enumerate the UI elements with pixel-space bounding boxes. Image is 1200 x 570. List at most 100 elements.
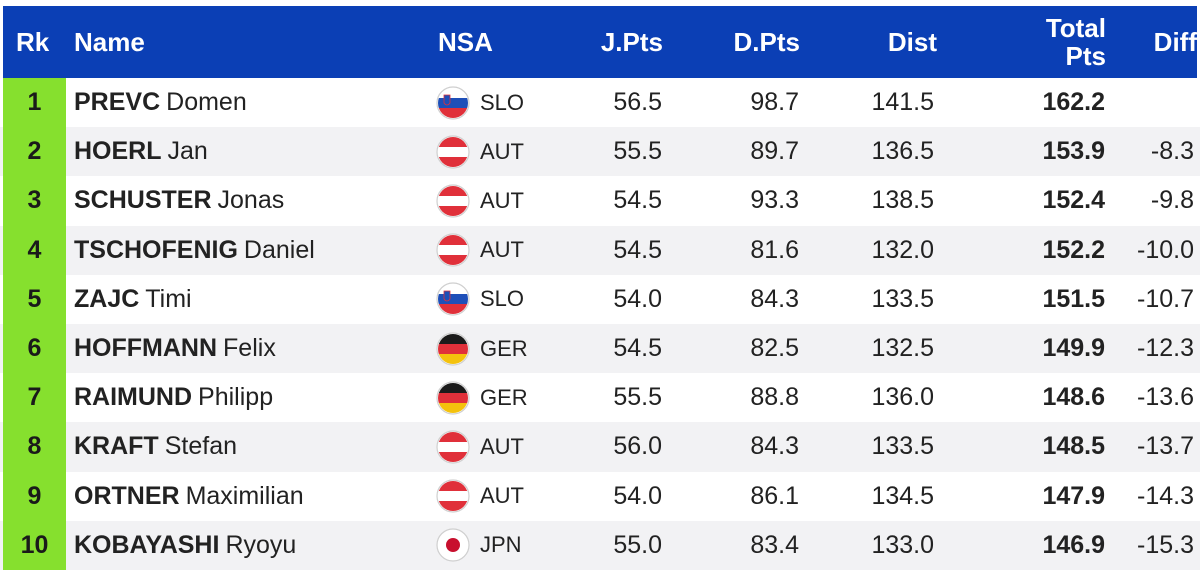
first-name: Ryoyu: [225, 530, 297, 559]
first-name: Maximilian: [185, 481, 304, 510]
distance-points: 93.3: [750, 186, 799, 215]
last-name: ORTNER: [74, 481, 180, 510]
rank-cell: 4: [3, 225, 66, 275]
last-name: PREVC: [74, 88, 161, 117]
aut-flag-icon: [436, 127, 470, 176]
table-row[interactable]: 8 KRAFT Stefan AUT 56.0 84.3 133.5 148.5 -13.7: [0, 422, 1200, 472]
distance: 136.0: [871, 383, 934, 412]
athlete-name[interactable]: RAIMUND Philipp: [74, 373, 273, 422]
last-name: HOFFMANN: [74, 334, 218, 363]
athlete-name[interactable]: KRAFT Stefan: [74, 422, 237, 471]
first-name: Stefan: [164, 432, 237, 461]
nsa-code: AUT: [480, 483, 524, 509]
slo-flag-icon: [436, 78, 470, 127]
total-points: 153.9: [1042, 137, 1105, 166]
distance: 133.5: [871, 432, 934, 461]
header-name[interactable]: Name: [74, 26, 145, 57]
nsa-code: AUT: [480, 138, 524, 164]
judge-points: 54.0: [613, 284, 662, 313]
difference: -10.7: [1137, 284, 1194, 313]
nsa-code: JPN: [480, 532, 522, 558]
table-row[interactable]: 3 SCHUSTER Jonas AUT 54.5 93.3 138.5 152.4 -9.8: [0, 176, 1200, 226]
difference: -15.3: [1137, 530, 1194, 559]
distance-points: 84.3: [750, 432, 799, 461]
header-diff[interactable]: Diff: [1153, 26, 1197, 57]
judge-points: 55.5: [613, 383, 662, 412]
first-name: Timi: [145, 284, 192, 313]
header-jpts[interactable]: J.Pts: [600, 26, 663, 57]
judge-points: 54.0: [613, 481, 662, 510]
header-dist[interactable]: Dist: [887, 26, 937, 57]
table-row[interactable]: 1 PREVC Domen SLO 56.5 98.7 141.5 162.2: [0, 78, 1200, 128]
nsa-code: GER: [480, 384, 528, 410]
athlete-name[interactable]: HOERL Jan: [74, 127, 208, 176]
slo-flag-icon: [436, 275, 470, 324]
athlete-name[interactable]: HOFFMANN Felix: [74, 324, 276, 373]
distance-points: 86.1: [750, 481, 799, 510]
last-name: SCHUSTER: [74, 186, 212, 215]
distance-points: 98.7: [750, 88, 799, 117]
rank-cell: 7: [3, 373, 66, 423]
table-header: Rk Name NSA J.Pts D.Pts Dist Total Pts Di…: [3, 6, 1197, 78]
difference: [1120, 78, 1194, 127]
difference: -9.8: [1150, 186, 1194, 215]
judge-points: 55.0: [613, 530, 662, 559]
athlete-name[interactable]: KOBAYASHI Ryoyu: [74, 521, 296, 570]
athlete-name[interactable]: ORTNER Maximilian: [74, 472, 304, 521]
athlete-name[interactable]: PREVC Domen: [74, 78, 247, 127]
aut-flag-icon: [436, 176, 470, 225]
distance-points: 89.7: [750, 137, 799, 166]
header-nsa[interactable]: NSA: [438, 26, 493, 57]
first-name: Daniel: [243, 235, 315, 264]
table-row[interactable]: 7 RAIMUND Philipp GER 55.5 88.8 136.0 148.6 -13.…: [0, 373, 1200, 423]
last-name: KRAFT: [74, 432, 159, 461]
table-row[interactable]: 10 KOBAYASHI Ryoyu JPN 55.0 83.4 133.0 146.9 -15…: [0, 520, 1200, 570]
last-name: ZAJC: [74, 284, 140, 313]
header-total-pts[interactable]: Total Pts: [1003, 6, 1106, 78]
nsa-code: SLO: [480, 286, 525, 312]
header-rank[interactable]: Rk: [16, 26, 50, 57]
header-dpts[interactable]: D.Pts: [733, 26, 800, 57]
nsa-code: GER: [480, 335, 528, 361]
distance-points: 82.5: [750, 334, 799, 363]
judge-points: 56.0: [613, 432, 662, 461]
aut-flag-icon: [436, 472, 470, 521]
difference: -12.3: [1137, 334, 1194, 363]
last-name: KOBAYASHI: [74, 530, 220, 559]
rank-cell: 8: [3, 422, 66, 472]
last-name: RAIMUND: [74, 383, 193, 412]
ger-flag-icon: [436, 373, 470, 422]
nsa-code: AUT: [480, 237, 524, 263]
nsa-code: SLO: [480, 89, 525, 115]
difference: -13.6: [1137, 383, 1194, 412]
difference: -10.0: [1137, 235, 1194, 264]
athlete-name[interactable]: SCHUSTER Jonas: [74, 176, 284, 225]
total-points: 151.5: [1042, 284, 1105, 313]
distance: 138.5: [871, 186, 934, 215]
nsa-code: AUT: [480, 187, 524, 213]
first-name: Philipp: [198, 383, 274, 412]
difference: -8.3: [1150, 137, 1194, 166]
total-points: 148.6: [1042, 383, 1105, 412]
judge-points: 54.5: [613, 334, 662, 363]
rank-cell: 5: [3, 274, 66, 324]
first-name: Jan: [167, 137, 208, 166]
table-row[interactable]: 9 ORTNER Maximilian AUT 54.0 86.1 134.5 147.9 -1…: [0, 471, 1200, 521]
last-name: TSCHOFENIG: [74, 235, 238, 264]
distance: 136.5: [871, 137, 934, 166]
last-name: HOERL: [74, 137, 162, 166]
table-row[interactable]: 4 TSCHOFENIG Daniel AUT 54.5 81.6 132.0 152.2 -1…: [0, 225, 1200, 275]
rank-cell: 1: [3, 78, 66, 128]
header-total-line2: Pts: [1065, 41, 1106, 71]
distance: 133.0: [871, 530, 934, 559]
table-row[interactable]: 2 HOERL Jan AUT 55.5 89.7 136.5 153.9 -8.3: [0, 127, 1200, 177]
table-row[interactable]: 5 ZAJC Timi SLO 54.0 84.3 133.5 151.5 -10.7: [0, 274, 1200, 324]
table-row[interactable]: 6 HOFFMANN Felix GER 54.5 82.5 132.5 149.9 -12.3: [0, 324, 1200, 374]
athlete-name[interactable]: ZAJC Timi: [74, 275, 192, 324]
first-name: Domen: [166, 88, 247, 117]
nsa-code: AUT: [480, 433, 524, 459]
athlete-name[interactable]: TSCHOFENIG Daniel: [74, 226, 315, 275]
rank-cell: 3: [3, 176, 66, 226]
judge-points: 54.5: [613, 186, 662, 215]
